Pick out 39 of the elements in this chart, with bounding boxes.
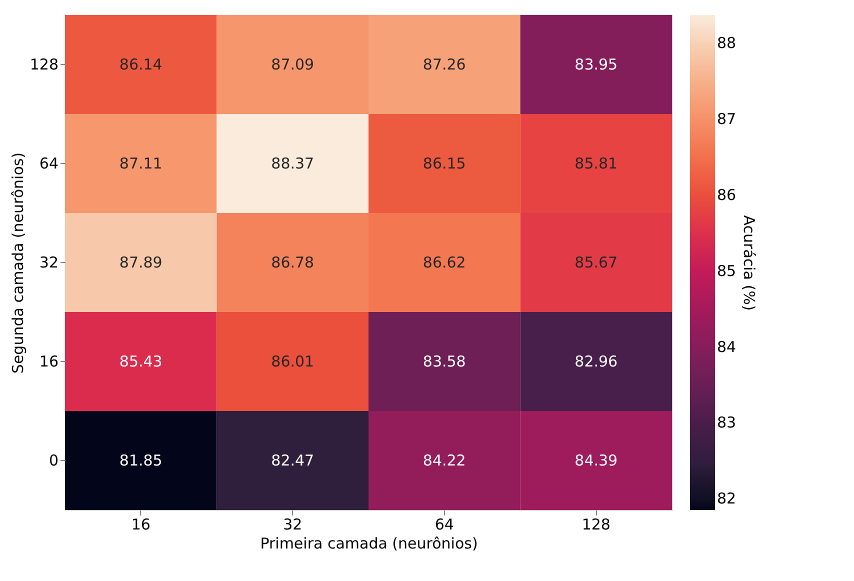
data-label: 86.62 [422,254,466,272]
data-label: 86.78 [271,254,314,272]
data-label: 85.81 [574,154,618,172]
data-label: 81.85 [119,452,162,470]
y-axis-title: Segunda camada (neurônios) [8,152,27,374]
color-bar-label: 84 [717,338,736,356]
y-tick-label: 32 [39,254,58,272]
data-label: 82.47 [271,452,314,470]
data-label: 88.37 [271,154,314,172]
y-tick-label: 128 [30,56,58,74]
data-label: 83.58 [422,352,466,370]
x-tick-label: 128 [582,516,610,534]
color-bar-title: Acurácia (%) [740,215,758,311]
y-tick-label: 64 [39,154,58,172]
data-label: 87.11 [119,154,162,172]
color-bar-label: 85 [717,262,736,280]
data-label: 87.09 [271,56,314,74]
data-label: 86.01 [271,352,314,370]
data-label: 83.95 [574,56,618,74]
data-label: 85.43 [119,352,162,370]
color-bar-label: 88 [717,34,736,52]
x-tick-label: 16 [131,516,150,534]
x-tick-label: 64 [434,516,454,534]
color-bar-label: 87 [717,110,736,128]
color-bar-label: 86 [717,186,736,204]
x-tick-label: 32 [283,516,302,534]
color-bar-label: 83 [717,414,736,432]
data-label: 87.89 [119,254,162,272]
data-label: 84.22 [422,452,466,470]
data-label: 86.14 [119,56,162,74]
y-tick-label: 16 [39,352,58,370]
data-label: 85.67 [574,254,618,272]
x-axis-title: Primeira camada (neurônios) [260,534,478,552]
data-label: 84.39 [574,452,618,470]
y-tick-label: 0 [48,452,58,470]
data-label: 87.26 [422,56,466,74]
data-label: 82.96 [574,352,618,370]
data-label: 86.15 [422,154,466,172]
color-bar-label: 82 [717,490,736,508]
